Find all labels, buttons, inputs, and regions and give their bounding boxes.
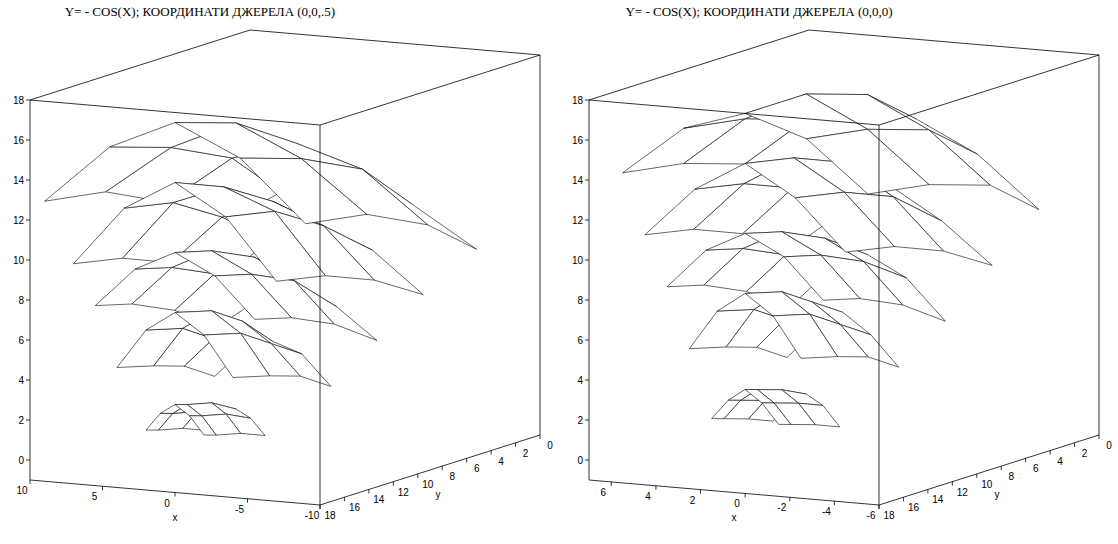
svg-text:0: 0 <box>1106 440 1112 451</box>
svg-text:16: 16 <box>572 135 584 146</box>
svg-text:4: 4 <box>1057 456 1063 467</box>
svg-text:-6: -6 <box>867 510 876 521</box>
svg-text:0: 0 <box>164 498 170 509</box>
svg-text:8: 8 <box>1008 471 1014 482</box>
svg-text:2: 2 <box>18 415 24 426</box>
svg-text:12: 12 <box>957 487 969 498</box>
svg-text:18: 18 <box>13 95 25 106</box>
svg-text:Y= - COS(X); КООРДИНАТИ ДЖЕРЕЛ: Y= - COS(X); КООРДИНАТИ ДЖЕРЕЛА (0,0,0) <box>625 4 892 19</box>
svg-text:-5: -5 <box>235 504 244 515</box>
svg-text:0: 0 <box>577 455 583 466</box>
svg-text:18: 18 <box>572 95 584 106</box>
svg-text:14: 14 <box>13 175 25 186</box>
svg-text:0: 0 <box>18 455 24 466</box>
svg-text:5: 5 <box>92 491 98 502</box>
svg-text:14: 14 <box>932 494 944 505</box>
svg-text:4: 4 <box>498 456 504 467</box>
svg-text:10: 10 <box>422 479 434 490</box>
svg-text:18: 18 <box>883 510 895 521</box>
svg-text:4: 4 <box>645 491 651 502</box>
svg-text:18: 18 <box>324 510 336 521</box>
svg-text:-2: -2 <box>777 502 786 513</box>
svg-text:6: 6 <box>18 335 24 346</box>
svg-text:16: 16 <box>349 502 361 513</box>
svg-text:6: 6 <box>1033 463 1039 474</box>
svg-text:10: 10 <box>981 479 993 490</box>
svg-text:12: 12 <box>398 487 410 498</box>
svg-text:2: 2 <box>523 448 529 459</box>
svg-text:14: 14 <box>373 494 385 505</box>
svg-text:6: 6 <box>601 487 607 498</box>
svg-text:10: 10 <box>16 485 28 496</box>
svg-text:4: 4 <box>18 375 24 386</box>
svg-text:0: 0 <box>547 440 553 451</box>
svg-text:10: 10 <box>572 255 584 266</box>
svg-text:14: 14 <box>572 175 584 186</box>
svg-text:y: y <box>995 489 1000 500</box>
svg-text:12: 12 <box>13 215 25 226</box>
svg-text:-10: -10 <box>305 510 320 521</box>
svg-text:0: 0 <box>734 498 740 509</box>
svg-text:10: 10 <box>13 255 25 266</box>
svg-text:x: x <box>173 512 178 523</box>
svg-text:12: 12 <box>572 215 584 226</box>
svg-text:6: 6 <box>577 335 583 346</box>
svg-text:16: 16 <box>908 502 920 513</box>
svg-text:-4: -4 <box>822 506 831 517</box>
svg-text:6: 6 <box>474 463 480 474</box>
svg-text:2: 2 <box>690 495 696 506</box>
svg-text:x: x <box>732 512 737 523</box>
svg-text:2: 2 <box>577 415 583 426</box>
svg-text:y: y <box>436 489 441 500</box>
svg-text:8: 8 <box>577 295 583 306</box>
svg-text:8: 8 <box>18 295 24 306</box>
svg-text:4: 4 <box>577 375 583 386</box>
svg-text:2: 2 <box>1082 448 1088 459</box>
svg-text:Y= - COS(X); КООРДИНАТИ ДЖЕРЕЛ: Y= - COS(X); КООРДИНАТИ ДЖЕРЕЛА (0,0,.5) <box>65 4 335 19</box>
svg-text:16: 16 <box>13 135 25 146</box>
svg-text:8: 8 <box>449 471 455 482</box>
